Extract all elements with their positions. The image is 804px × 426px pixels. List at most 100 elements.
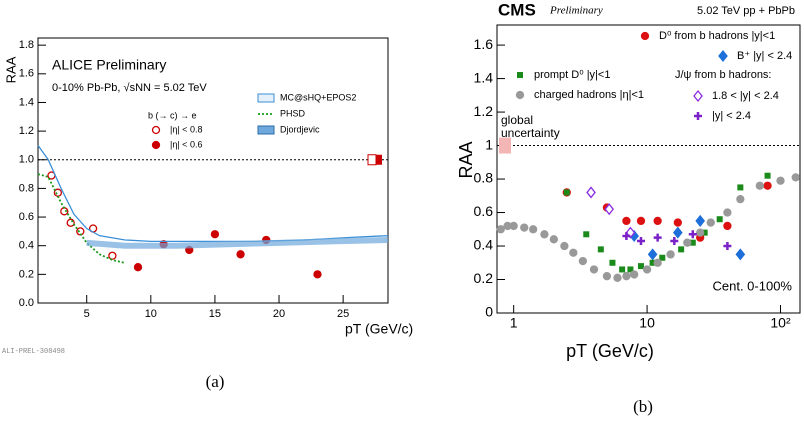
data-point [763,181,772,190]
plot-frame [496,24,801,314]
y-tick-label: 1.4 [19,96,34,108]
caption: (b) [633,397,653,416]
data-point [625,226,636,239]
legend-label: |y| < 2.4 [712,110,751,122]
y-tick-label: 1.0 [19,154,34,166]
data-point [716,216,723,223]
legend-group-title: J/ψ from b hadrons: [675,69,772,81]
legend-label: |η| < 0.6 [170,139,202,149]
data-point [701,229,708,236]
y-axis-label: RAA [456,141,476,178]
legend-marker [640,31,650,41]
model-curve [86,236,389,249]
x-axis-label: pT (GeV/c) [345,321,413,337]
y-tick-label: 0.8 [474,170,494,186]
data-point [653,233,662,242]
data-point [560,241,569,251]
data-point [637,263,644,270]
legend-swatch [257,93,275,103]
y-tick-label: 0.4 [474,237,494,253]
legend-label: PHSD [280,108,306,118]
data-point [659,254,666,261]
y-tick-label: 1.8 [19,39,34,51]
annotation: Cent. 0-100% [713,278,793,293]
data-point [66,218,75,227]
data-point [604,203,615,216]
y-tick-label: 0.6 [19,211,34,223]
data-point [653,258,662,267]
plot-frame [37,37,389,304]
data-point [689,239,696,246]
data-point [313,270,322,279]
y-tick-label: 0.2 [19,268,34,280]
caption: (a) [206,372,225,391]
data-point [736,194,745,204]
x-tick-label: 10 [639,315,655,331]
legend-marker [718,49,728,63]
data-point [563,189,570,196]
data-point [735,248,746,261]
data-point [622,231,631,240]
data-point [627,266,634,273]
data-point [609,259,616,266]
data-point [613,273,622,282]
data-point [133,263,143,272]
data-point [776,176,785,185]
data-point [696,228,705,237]
data-point [602,272,612,281]
data-point [695,214,706,227]
global-uncertainty-box [367,154,377,166]
data-point [586,186,596,199]
chart-panel: 0.0 0.2 0.4 0.6 0.8 1.0 1.2 1.4 1.6 1.8 5 10 15 20 25 |… [2,37,413,391]
legend-label: charged hadrons |η|<1 [534,89,644,101]
data-point [496,225,505,234]
data-point [597,246,604,253]
annotation: global [501,113,533,127]
chart-subtitle: 0-10% Pb-Pb, √sNN = 5.02 TeV [52,82,207,94]
data-point [636,216,646,226]
y-axis-label: RAA [3,56,18,83]
legend-label: MC@sHQ+EPOS2 [280,92,356,102]
y-tick-label: 0.8 [19,182,34,194]
data-point [678,246,685,253]
data-point [108,251,117,260]
y-tick-label: 1.6 [19,68,34,80]
legend-marker [694,112,702,120]
x-tick-label: 5 [84,308,90,320]
x-tick-label: 15 [209,308,221,320]
y-tick-label: 0 [485,304,493,320]
legend-swatch [257,125,275,135]
data-point [236,250,245,259]
y-tick-label: 1.4 [474,69,494,85]
chart-subtitle: Preliminary [549,5,603,17]
y-tick-label: 1 [485,136,493,152]
chart-title: CMS [498,0,536,19]
data-point [764,172,771,179]
data-point [791,173,800,182]
x-tick-label: 25 [337,308,349,320]
data-point [653,216,662,226]
chart-panel: 0 0.2 0.4 0.6 0.8 1 1.2 1.4 1.6 1 10 10² D⁰ from b h… [456,0,801,416]
data-point [619,266,626,273]
data-point [723,242,732,251]
data-point [622,272,631,281]
data-point [578,256,587,266]
y-tick-label: 0.4 [19,240,34,252]
data-point [509,221,518,231]
legend-label: Djordjevic [280,124,320,134]
data-point [688,230,697,239]
x-tick-label: 10² [770,315,791,331]
data-point [666,250,675,259]
data-point [723,208,732,217]
data-point [569,248,578,257]
x-tick-label: 20 [273,308,285,320]
data-point [670,237,679,245]
legend-title: b (→ c) → e [148,110,197,120]
data-point [647,248,658,261]
chart-title: ALICE Preliminary [52,57,166,73]
legend-label: 1.8 < |y| < 2.4 [712,90,779,102]
data-point [642,265,652,274]
legend-label: B⁺ |y| < 2.4 [737,50,792,62]
